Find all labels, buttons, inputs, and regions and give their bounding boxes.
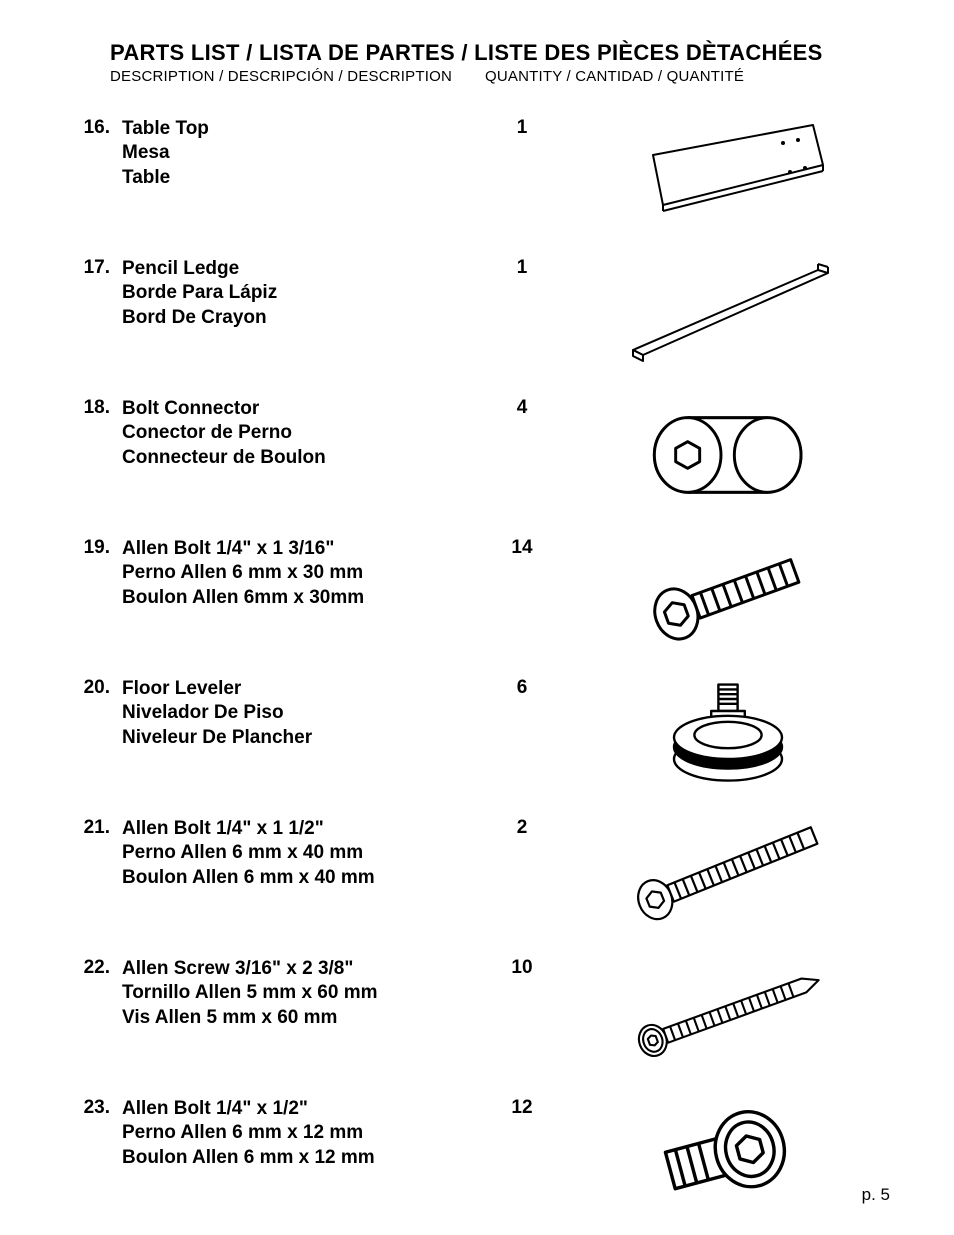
part-number: 19.	[60, 535, 122, 559]
part-name-fr: Connecteur de Boulon	[122, 446, 482, 470]
header-description-label: DESCRIPTION / DESCRIPCIÓN / DESCRIPTION	[110, 68, 485, 85]
part-number: 20.	[60, 675, 122, 699]
part-number: 23.	[60, 1095, 122, 1119]
part-name-en: Allen Bolt 1/4" x 1/2"	[122, 1097, 482, 1121]
parts-list: 16. Table Top Mesa Table 1	[60, 115, 894, 1215]
part-description: Allen Bolt 1/4" x 1/2" Perno Allen 6 mm …	[122, 1095, 482, 1170]
column-headers: DESCRIPTION / DESCRIPCIÓN / DESCRIPTION …	[110, 68, 894, 85]
part-row: 19. Allen Bolt 1/4" x 1 3/16" Perno Alle…	[60, 535, 894, 675]
part-name-fr: Boulon Allen 6 mm x 12 mm	[122, 1146, 482, 1170]
floor-leveler-icon	[656, 675, 800, 795]
part-number: 21.	[60, 815, 122, 839]
table-top-icon	[623, 115, 833, 225]
part-row: 21. Allen Bolt 1/4" x 1 1/2" Perno Allen…	[60, 815, 894, 955]
part-description: Pencil Ledge Borde Para Lápiz Bord De Cr…	[122, 255, 482, 330]
part-name-fr: Niveleur De Plancher	[122, 726, 482, 750]
part-quantity: 1	[482, 115, 562, 139]
part-name-en: Floor Leveler	[122, 677, 482, 701]
part-quantity: 2	[482, 815, 562, 839]
page-number: p. 5	[862, 1185, 890, 1205]
part-diagram	[562, 395, 894, 515]
part-row: 17. Pencil Ledge Borde Para Lápiz Bord D…	[60, 255, 894, 395]
part-name-es: Nivelador De Piso	[122, 701, 482, 725]
part-name-fr: Boulon Allen 6mm x 30mm	[122, 586, 482, 610]
part-name-es: Mesa	[122, 141, 482, 165]
part-description: Bolt Connector Conector de Perno Connect…	[122, 395, 482, 470]
part-diagram	[562, 955, 894, 1075]
part-number: 17.	[60, 255, 122, 279]
part-description: Floor Leveler Nivelador De Piso Niveleur…	[122, 675, 482, 750]
part-description: Allen Bolt 1/4" x 1 1/2" Perno Allen 6 m…	[122, 815, 482, 890]
header-block: PARTS LIST / LISTA DE PARTES / LISTE DES…	[110, 40, 894, 85]
part-name-es: Perno Allen 6 mm x 40 mm	[122, 841, 482, 865]
part-quantity: 14	[482, 535, 562, 559]
part-name-fr: Table	[122, 166, 482, 190]
allen-bolt-stub-icon	[634, 1095, 823, 1215]
allen-bolt-short-icon	[631, 535, 826, 655]
part-description: Allen Bolt 1/4" x 1 3/16" Perno Allen 6 …	[122, 535, 482, 610]
part-quantity: 4	[482, 395, 562, 419]
part-name-es: Tornillo Allen 5 mm x 60 mm	[122, 981, 482, 1005]
part-name-fr: Vis Allen 5 mm x 60 mm	[122, 1006, 482, 1030]
part-name-es: Perno Allen 6 mm x 12 mm	[122, 1121, 482, 1145]
part-diagram	[562, 535, 894, 655]
pencil-ledge-icon	[623, 255, 833, 365]
part-row: 23. Allen Bolt 1/4" x 1/2" Perno Allen 6…	[60, 1095, 894, 1215]
part-name-en: Allen Screw 3/16" x 2 3/8"	[122, 957, 482, 981]
part-name-fr: Bord De Crayon	[122, 306, 482, 330]
header-quantity-label: QUANTITY / CANTIDAD / QUANTITÉ	[485, 68, 744, 85]
bolt-connector-icon	[641, 395, 814, 515]
part-row: 22. Allen Screw 3/16" x 2 3/8" Tornillo …	[60, 955, 894, 1095]
part-diagram	[562, 815, 894, 935]
part-diagram	[562, 115, 894, 235]
part-diagram	[562, 255, 894, 375]
part-description: Allen Screw 3/16" x 2 3/8" Tornillo Alle…	[122, 955, 482, 1030]
part-number: 18.	[60, 395, 122, 419]
part-name-es: Borde Para Lápiz	[122, 281, 482, 305]
part-name-en: Allen Bolt 1/4" x 1 1/2"	[122, 817, 482, 841]
allen-screw-icon	[623, 955, 833, 1060]
part-number: 16.	[60, 115, 122, 139]
page: PARTS LIST / LISTA DE PARTES / LISTE DES…	[0, 0, 954, 1235]
part-row: 18. Bolt Connector Conector de Perno Con…	[60, 395, 894, 535]
part-name-es: Conector de Perno	[122, 421, 482, 445]
part-description: Table Top Mesa Table	[122, 115, 482, 190]
part-quantity: 10	[482, 955, 562, 979]
part-name-fr: Boulon Allen 6 mm x 40 mm	[122, 866, 482, 890]
allen-bolt-long-icon	[623, 815, 833, 926]
part-row: 16. Table Top Mesa Table 1	[60, 115, 894, 255]
part-diagram	[562, 675, 894, 795]
part-number: 22.	[60, 955, 122, 979]
part-name-en: Pencil Ledge	[122, 257, 482, 281]
part-quantity: 6	[482, 675, 562, 699]
part-name-en: Allen Bolt 1/4" x 1 3/16"	[122, 537, 482, 561]
part-name-es: Perno Allen 6 mm x 30 mm	[122, 561, 482, 585]
part-diagram	[562, 1095, 894, 1215]
page-title: PARTS LIST / LISTA DE PARTES / LISTE DES…	[110, 40, 894, 66]
part-quantity: 12	[482, 1095, 562, 1119]
part-row: 20. Floor Leveler Nivelador De Piso Nive…	[60, 675, 894, 815]
part-quantity: 1	[482, 255, 562, 279]
part-name-en: Bolt Connector	[122, 397, 482, 421]
part-name-en: Table Top	[122, 117, 482, 141]
